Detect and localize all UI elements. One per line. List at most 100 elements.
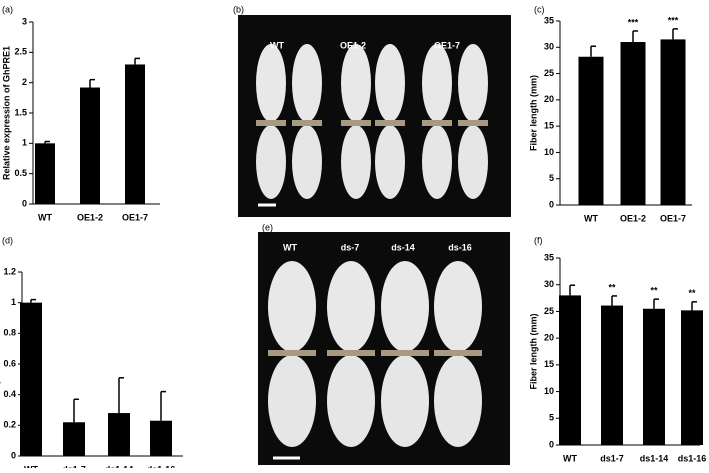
x-tick-label: WT bbox=[38, 212, 52, 222]
bar bbox=[108, 413, 130, 456]
significance: ** bbox=[688, 288, 696, 298]
fiber-bundle bbox=[375, 125, 405, 199]
bar bbox=[681, 310, 703, 445]
panel-label: (f) bbox=[534, 235, 543, 245]
seed-band bbox=[381, 350, 429, 356]
y-tick-label: 0 bbox=[549, 199, 554, 209]
y-tick-label: 30 bbox=[544, 42, 554, 52]
photo-caption: OE1-7 bbox=[434, 40, 460, 50]
x-tick-label: ds1-16 bbox=[678, 453, 707, 463]
y-tick-label: 1.5 bbox=[14, 107, 27, 117]
x-tick-label: WT bbox=[24, 464, 38, 468]
seed-band bbox=[256, 120, 286, 126]
y-tick-label: 30 bbox=[544, 279, 554, 289]
y-tick-label: 10 bbox=[544, 147, 554, 157]
fiber-bundle bbox=[381, 355, 429, 447]
fiber-bundle bbox=[292, 125, 322, 199]
y-tick-label: 2 bbox=[22, 77, 27, 87]
photo-caption: WT bbox=[270, 40, 284, 50]
fiber-bundle bbox=[434, 261, 482, 352]
y-tick-label: 0.5 bbox=[14, 168, 27, 178]
y-tick-label: 5 bbox=[549, 413, 554, 423]
fiber-bundle bbox=[341, 44, 371, 122]
x-tick-label: ds1-7 bbox=[62, 464, 86, 468]
y-tick-label: 0.6 bbox=[3, 358, 16, 368]
fiber-bundle bbox=[381, 261, 429, 352]
x-tick-label: ds1-14 bbox=[640, 453, 669, 463]
y-tick-label: 0.2 bbox=[3, 420, 16, 430]
bar bbox=[125, 64, 145, 204]
x-tick-label: OE1-7 bbox=[660, 213, 686, 223]
panel-label: (a) bbox=[2, 4, 13, 14]
bar bbox=[80, 88, 100, 204]
bar bbox=[150, 421, 172, 456]
fiber-bundle bbox=[327, 261, 375, 352]
fiber-bundle bbox=[256, 125, 286, 199]
x-tick-label: OE1-7 bbox=[122, 212, 148, 222]
photo-caption: ds-16 bbox=[448, 242, 472, 252]
x-tick-label: WT bbox=[563, 453, 577, 463]
bar bbox=[661, 39, 686, 205]
significance: ** bbox=[608, 282, 616, 292]
bar bbox=[643, 309, 665, 445]
y-tick-label: 2.5 bbox=[14, 47, 27, 57]
y-tick-label: 0.4 bbox=[3, 389, 16, 399]
bar bbox=[20, 303, 42, 456]
y-tick-label: 3 bbox=[22, 16, 27, 26]
y-tick-label: 25 bbox=[544, 68, 554, 78]
y-tick-label: 15 bbox=[544, 359, 554, 369]
seed-band bbox=[327, 350, 375, 356]
photo-caption: ds-7 bbox=[341, 242, 360, 252]
y-tick-label: 15 bbox=[544, 121, 554, 131]
fiber-bundle bbox=[292, 44, 322, 122]
significance: ** bbox=[650, 286, 658, 296]
y-tick-label: 25 bbox=[544, 306, 554, 316]
fiber-bundle bbox=[268, 261, 316, 352]
fiber-bundle bbox=[375, 44, 405, 122]
y-tick-label: 1.2 bbox=[3, 266, 16, 276]
panel-label: (b) bbox=[233, 4, 244, 14]
y-tick-label: 35 bbox=[544, 252, 554, 262]
seed-band bbox=[375, 120, 405, 126]
fiber-bundle bbox=[327, 355, 375, 447]
seed-band bbox=[268, 350, 316, 356]
seed-band bbox=[292, 120, 322, 126]
y-tick-label: 10 bbox=[544, 386, 554, 396]
y-tick-label: 0.8 bbox=[3, 328, 16, 338]
y-tick-label: 1 bbox=[11, 297, 16, 307]
photo-caption: ds-14 bbox=[391, 242, 415, 252]
y-tick-label: 1 bbox=[22, 138, 27, 148]
x-tick-label: OE1-2 bbox=[620, 213, 646, 223]
significance: *** bbox=[668, 15, 679, 25]
x-tick-label: WT bbox=[584, 213, 598, 223]
fiber-bundle bbox=[434, 355, 482, 447]
y-tick-label: 35 bbox=[544, 15, 554, 25]
significance: *** bbox=[628, 17, 639, 27]
fiber-bundle bbox=[268, 355, 316, 447]
x-tick-label: OE1-2 bbox=[77, 212, 103, 222]
photo-caption: WT bbox=[283, 242, 297, 252]
fiber-bundle bbox=[458, 44, 488, 122]
seed-band bbox=[422, 120, 452, 126]
seed-band bbox=[341, 120, 371, 126]
fiber-bundle bbox=[341, 125, 371, 199]
bar bbox=[35, 143, 55, 204]
seed-band bbox=[434, 350, 482, 356]
fiber-bundle bbox=[256, 44, 286, 122]
y-tick-label: 0 bbox=[549, 439, 554, 449]
photo-caption: OE1-2 bbox=[340, 40, 366, 50]
y-tick-label: 20 bbox=[544, 333, 554, 343]
x-tick-label: ds1-14 bbox=[105, 464, 134, 468]
fiber-bundle bbox=[422, 44, 452, 122]
bar bbox=[621, 42, 646, 205]
y-tick-label: 0 bbox=[11, 450, 16, 460]
y-axis-label: Fiber length (mm) bbox=[528, 75, 538, 151]
bar bbox=[579, 57, 604, 205]
y-tick-label: 20 bbox=[544, 94, 554, 104]
y-axis-label: Relative expression of GhPRE1 bbox=[1, 46, 11, 180]
x-tick-label: ds1-16 bbox=[147, 464, 176, 468]
y-tick-label: 0 bbox=[22, 198, 27, 208]
panel-label: (d) bbox=[2, 235, 13, 245]
y-axis-label: Fiber length (mm) bbox=[528, 313, 538, 389]
